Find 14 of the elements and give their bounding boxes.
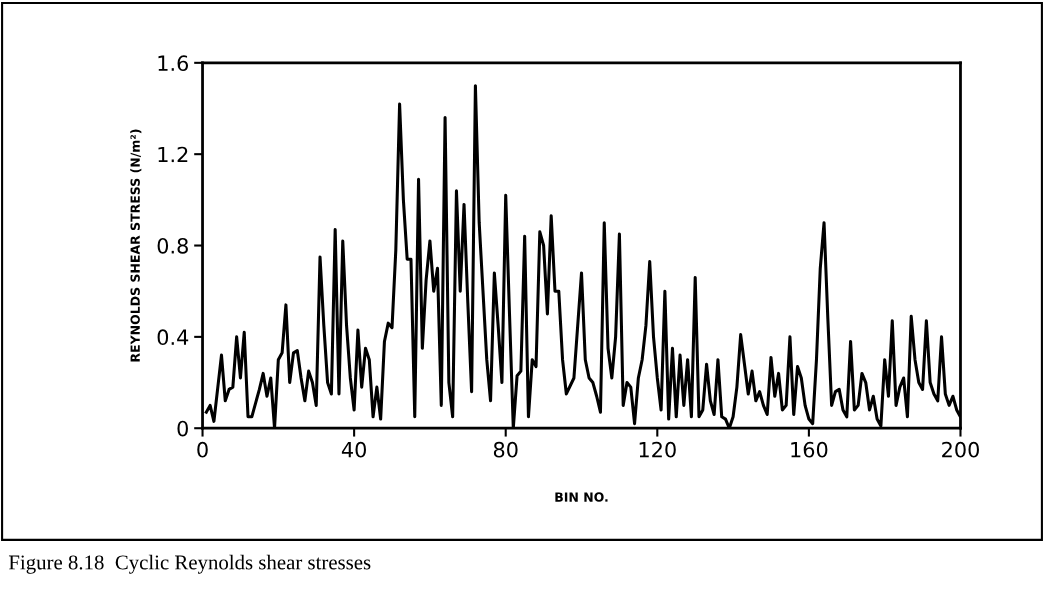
y-tick-label: 1.6: [158, 55, 189, 72]
y-tick-label: 1.2: [158, 146, 188, 163]
x-tick-label: 40: [341, 441, 366, 458]
x-tick-label: 200: [942, 441, 979, 458]
x-tick-label: 120: [639, 441, 676, 458]
y-tick-label: 0.4: [157, 329, 189, 346]
x-tick-label: 80: [493, 441, 518, 458]
y-tick-label: 0: [177, 420, 188, 437]
caption: Figure 8.18 Cyclic Reynolds shear stresses: [8, 554, 371, 574]
y-tick-label: 0.8: [157, 237, 188, 254]
y-axis-title: REYNOLDS SHEAR STRESS (N/m²): [130, 129, 142, 362]
x-axis-title: BIN NO.: [555, 492, 608, 502]
x-tick-label: 0: [197, 441, 208, 458]
x-tick-label: 160: [791, 441, 828, 458]
